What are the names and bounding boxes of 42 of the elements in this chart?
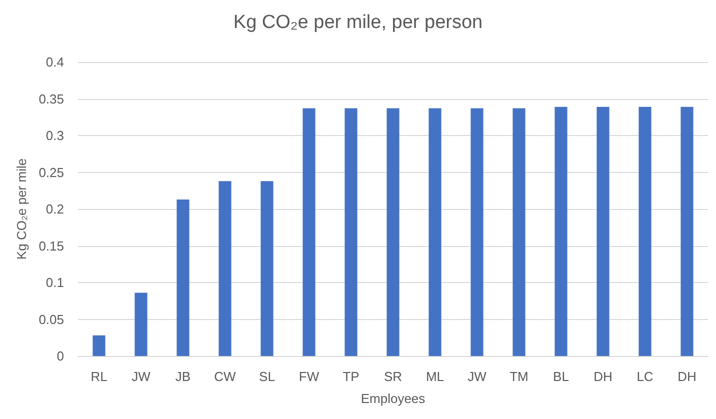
x-tick-label: JW [468, 369, 488, 384]
x-tick-label: SL [259, 369, 275, 384]
bar [554, 106, 568, 356]
bar [680, 106, 694, 356]
x-tick-label: TP [342, 369, 360, 384]
bar [218, 181, 232, 356]
x-tick-label: DH [594, 369, 612, 384]
y-tick-label: 0.1 [46, 275, 64, 290]
x-tick-label: CW [214, 369, 237, 384]
bar [260, 181, 274, 356]
y-axis-title: Kg CO₂e per mile [14, 158, 29, 260]
x-tick-label: ML [426, 369, 444, 384]
x-axis-title: Employees [360, 391, 426, 406]
y-tick-label: 0.35 [38, 91, 64, 106]
x-tick-label: JW [132, 369, 152, 384]
bar [428, 108, 442, 356]
x-tick-label: TM [510, 369, 528, 384]
bar [596, 106, 610, 356]
bar [302, 108, 316, 356]
bar [512, 108, 526, 356]
x-tick-label: DH [678, 369, 696, 384]
y-tick-label: 0.25 [38, 164, 64, 180]
bar [92, 335, 106, 356]
x-tick-label: LC [636, 369, 654, 384]
bar [176, 199, 190, 356]
x-tick-label: FW [298, 369, 320, 384]
y-tick-label: 0 [56, 348, 64, 364]
x-tick-label: BL [553, 369, 569, 384]
x-tick-label: SR [384, 369, 402, 384]
y-tick-label: 0.4 [46, 54, 64, 70]
x-tick-label: RL [90, 369, 108, 384]
y-tick-label: 0.05 [38, 312, 64, 327]
y-tick-label: 0.3 [46, 128, 64, 143]
y-tick-label: 0.15 [38, 238, 64, 254]
bar [638, 106, 652, 356]
bar [386, 108, 400, 356]
bar [134, 292, 148, 356]
y-tick-label: 0.2 [46, 202, 64, 216]
bar [470, 108, 484, 356]
x-tick-label: JB [175, 369, 191, 384]
chart-title: Kg CO₂e per mile, per person [233, 12, 483, 33]
bar [344, 108, 358, 356]
